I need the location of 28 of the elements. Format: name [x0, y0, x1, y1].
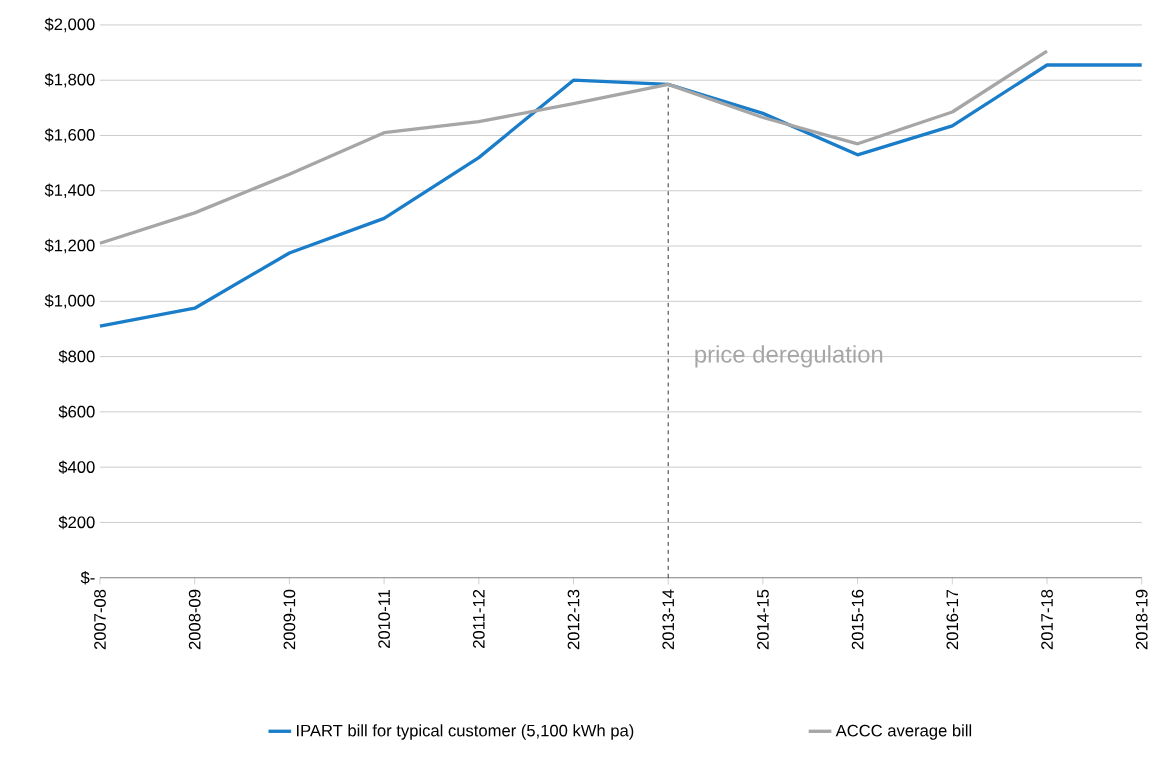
x-tick-label: 2015-16: [851, 589, 864, 650]
y-tick-label: $2,000: [44, 17, 95, 33]
y-tick-label: $-: [80, 571, 95, 585]
x-tick-label: 2011-12: [472, 590, 485, 649]
y-tick-label: $1,600: [44, 128, 95, 143]
x-tick-label: 2017-18: [1041, 589, 1053, 650]
y-tick-label: $800: [58, 350, 95, 364]
x-tick-label: 2008-09: [188, 589, 201, 650]
x-tick-label: 2009-10: [283, 589, 296, 650]
y-tick-label: $600: [58, 405, 95, 419]
line-series: [98, 49, 1049, 246]
legend-label: ACCC average bill: [835, 724, 972, 740]
y-tick-label: $1,400: [44, 183, 95, 199]
x-tick-label: 2018-19: [1135, 589, 1148, 650]
y-tick-label: $200: [58, 515, 95, 530]
x-tick-label: 2013-14: [662, 589, 675, 650]
x-tick-label: 2010-11: [378, 590, 390, 649]
legend-label: IPART bill for typical customer (5,100 kWh pa): [297, 724, 634, 740]
y-tick-label: $1,800: [44, 73, 95, 88]
y-tick-label: $1,200: [44, 238, 95, 254]
x-tick-label: 2016-17: [946, 590, 959, 650]
line-series: [98, 63, 1144, 328]
x-tick-label: 2012-13: [567, 589, 580, 650]
y-tick-label: $400: [58, 460, 95, 474]
x-tick-label: 2014-15: [757, 589, 769, 650]
y-tick-label: $1,000: [44, 294, 95, 309]
x-tick-label: 2007-08: [94, 589, 106, 650]
ref-line-label: price deregulation: [695, 345, 883, 368]
